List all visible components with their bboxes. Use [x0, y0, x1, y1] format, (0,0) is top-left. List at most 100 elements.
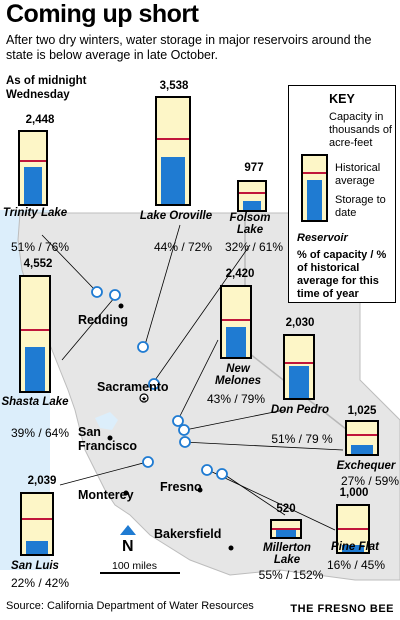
oroville-gauge[interactable] [155, 96, 191, 206]
key-storage-text: Storage to date [335, 194, 386, 219]
page-subtitle: After two dry winters, water storage in … [6, 33, 372, 62]
redding-dot [118, 303, 124, 309]
key-reservoir-text: Reservoir [297, 232, 348, 244]
legend-key: KEY Capacity in thousands of acre-feet H… [288, 85, 396, 303]
shasta-storage-fill [25, 347, 45, 391]
oroville-capacity-label: 3,538 [159, 80, 189, 92]
oroville-percent-label: 44% / 72% [153, 240, 213, 254]
key-sample-gauge [301, 154, 328, 222]
sacramento-capital [139, 393, 149, 403]
folsom-marker[interactable] [148, 378, 160, 390]
city-redding: Redding [78, 313, 128, 327]
melones-percent-label: 43% / 79% [206, 392, 266, 406]
melones-marker[interactable] [172, 415, 184, 427]
key-historical-line [303, 172, 326, 174]
donpedro-historical-line [285, 362, 313, 364]
melones-name: New Melones [214, 363, 261, 387]
pineflat-gauge[interactable] [336, 504, 370, 554]
exchequer-historical-line [347, 434, 377, 436]
key-storage-fill [307, 180, 322, 220]
folsom-storage-fill [243, 201, 261, 210]
exchequer-marker[interactable] [179, 436, 191, 448]
trinity-percent-label: 51% / 76% [10, 240, 70, 254]
oroville-name: Lake Oroville [139, 210, 213, 222]
donpedro-name: Don Pedro [270, 404, 330, 416]
pineflat-capacity-label: 1,000 [339, 487, 369, 499]
pineflat-storage-fill [342, 545, 364, 552]
folsom-capacity-label: 977 [244, 162, 264, 174]
sanluis-historical-line [22, 518, 52, 520]
shasta-capacity-label: 4,552 [23, 258, 53, 270]
melones-capacity-label: 2,420 [225, 268, 255, 280]
donpedro-gauge[interactable] [283, 334, 315, 400]
oroville-storage-fill [161, 157, 185, 204]
monterey-dot [123, 490, 129, 496]
donpedro-marker[interactable] [178, 424, 190, 436]
key-historical-text: Historical average [335, 162, 381, 187]
trinity-gauge[interactable] [18, 130, 48, 206]
donpedro-percent-label: 51% / 79 % [271, 432, 333, 446]
oroville-historical-line [157, 138, 189, 140]
pineflat-name: Pine Flat [331, 541, 379, 553]
source-note: Source: California Department of Water R… [6, 600, 254, 612]
folsom-historical-line [239, 192, 265, 194]
exchequer-percent-label: 27% / 59% [340, 474, 400, 488]
sanluis-name: San Luis [11, 560, 59, 572]
sanluis-marker[interactable] [142, 456, 154, 468]
key-capacity-text: Capacity in thousands of acre-feet [329, 111, 392, 149]
millerton-capacity-label: 520 [276, 503, 296, 515]
bay-water [95, 412, 118, 430]
sanluis-percent-label: 22% / 42% [10, 576, 70, 590]
millerton-historical-line [272, 528, 300, 530]
city-monterey: Monterey [78, 488, 134, 502]
credit: THE FRESNO BEE [290, 603, 394, 615]
sanluis-gauge[interactable] [20, 492, 54, 556]
exchequer-storage-fill [351, 445, 373, 454]
trinity-storage-fill [24, 167, 42, 204]
exchequer-name: Exchequer [336, 460, 396, 472]
millerton-marker[interactable] [201, 464, 213, 476]
pineflat-historical-line [338, 528, 368, 530]
shasta-historical-line [21, 329, 49, 331]
north-arrow-icon [120, 525, 136, 535]
millerton-percent-label: 55% / 152% [258, 568, 324, 582]
exchequer-gauge[interactable] [345, 420, 379, 456]
shasta-name: Shasta Lake [1, 396, 69, 408]
donpedro-storage-fill [289, 366, 309, 398]
sanluis-storage-fill [26, 541, 48, 554]
key-title: KEY [329, 92, 355, 106]
sanluis-capacity-label: 2,039 [27, 475, 57, 487]
page-title: Coming up short [6, 0, 199, 28]
scale-label: 100 miles [112, 560, 157, 572]
folsom-percent-label: 32% / 61% [224, 240, 284, 254]
folsom-gauge[interactable] [237, 180, 267, 212]
melones-historical-line [222, 319, 250, 321]
shasta-percent-label: 39% / 64% [10, 426, 70, 440]
millerton-storage-fill [276, 528, 296, 537]
key-pct-text: % of capacity / % of historical average … [297, 249, 387, 300]
trinity-marker[interactable] [91, 286, 103, 298]
melones-gauge[interactable] [220, 285, 252, 359]
north-label: N [122, 538, 134, 555]
melones-storage-fill [226, 327, 246, 357]
bakersfield-dot [228, 545, 234, 551]
trinity-capacity-label: 2,448 [25, 114, 55, 126]
millerton-gauge[interactable] [270, 519, 302, 539]
city-sacramento: Sacramento [97, 380, 169, 394]
donpedro-capacity-label: 2,030 [285, 317, 315, 329]
trinity-historical-line [20, 160, 46, 162]
as-of-label: As of midnight Wednesday [6, 75, 87, 101]
millerton-name: Millerton Lake [263, 542, 311, 566]
folsom-name: Folsom Lake [229, 212, 271, 236]
shasta-gauge[interactable] [19, 275, 51, 393]
sanfrancisco-dot [107, 435, 113, 441]
pineflat-marker[interactable] [216, 468, 228, 480]
oroville-marker[interactable] [137, 341, 149, 353]
city-bakersfield: Bakersfield [154, 527, 222, 541]
svg-text:★: ★ [141, 395, 147, 403]
city-sanfrancisco: San Francisco [78, 425, 138, 453]
shasta-marker[interactable] [109, 289, 121, 301]
exchequer-capacity-label: 1,025 [347, 405, 377, 417]
pineflat-percent-label: 16% / 45% [326, 558, 386, 572]
trinity-name: Trinity Lake [2, 207, 68, 219]
